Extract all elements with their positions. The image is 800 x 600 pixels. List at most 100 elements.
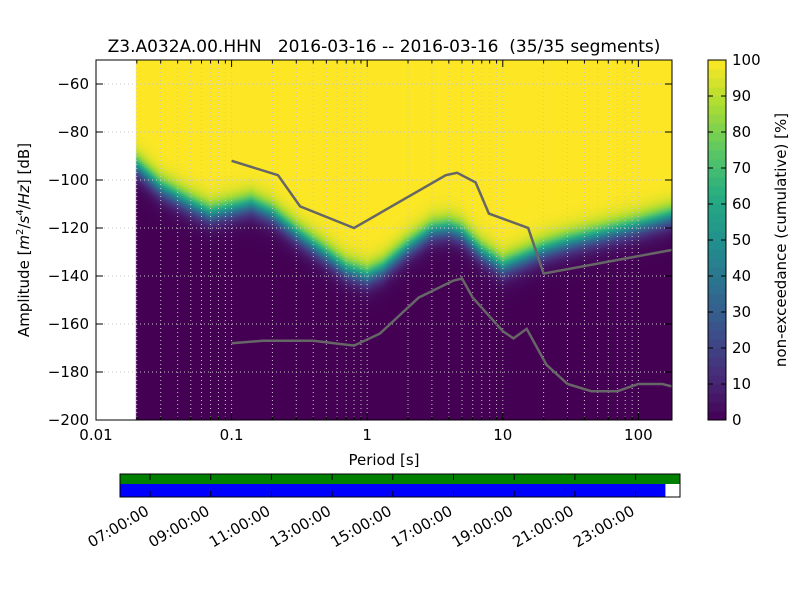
timeline-tick-label: 21:00:00 (510, 502, 577, 551)
y-tick-label: −60 (57, 75, 89, 93)
colorbar-tick-label: 50 (732, 231, 751, 249)
plot-area: 0.01 0.1 1 10 100 −60 −80 −100 −120 −140 −160 −180… (48, 59, 673, 444)
colorbar-band (708, 384, 726, 394)
x-tick-label: 10 (493, 426, 512, 444)
colorbar-band (708, 132, 726, 142)
y-label-exp-2: 2 (15, 229, 26, 235)
colorbar-band (708, 114, 726, 124)
psd-heatmap (96, 60, 672, 420)
colorbar-band (708, 141, 726, 151)
y-tick-label: −160 (48, 315, 89, 333)
colorbar-band (708, 150, 726, 160)
colorbar-tick-label: 0 (732, 411, 742, 429)
colorbar-band (708, 393, 726, 403)
timeline-tick-label: 19:00:00 (449, 502, 516, 551)
y-label-unit-m: m (15, 235, 33, 250)
colorbar-tick-label: 70 (732, 159, 751, 177)
timeline-tick-label: 15:00:00 (327, 502, 394, 551)
timeline-tick-label: 09:00:00 (145, 502, 212, 551)
colorbar-band (708, 294, 726, 304)
y-label-unit-s: s (15, 216, 33, 224)
colorbar-band (708, 231, 726, 241)
colorbar-band (708, 87, 726, 97)
colorbar-band (708, 375, 726, 385)
processed-bar (120, 484, 666, 497)
colorbar-band (708, 249, 726, 259)
colorbar-band (708, 330, 726, 340)
timeline-tick-label: 23:00:00 (570, 502, 637, 551)
colorbar-band (708, 240, 726, 250)
colorbar-band (708, 213, 726, 223)
colorbar-band (708, 177, 726, 187)
colorbar-band (708, 195, 726, 205)
colorbar-band (708, 366, 726, 376)
colorbar-band (708, 60, 726, 70)
colorbar-tick-label: 60 (732, 195, 751, 213)
colorbar-band (708, 303, 726, 313)
y-tick-label: −100 (48, 171, 89, 189)
colorbar-band (708, 267, 726, 277)
grid-lines (96, 60, 672, 420)
timeline-tick-label: 07:00:00 (85, 502, 152, 551)
colorbar-band (708, 312, 726, 322)
timeline-tick-label: 17:00:00 (388, 502, 455, 551)
colorbar-band (708, 204, 726, 214)
colorbar-tick-label: 10 (732, 375, 751, 393)
nlnm-model-line (231, 276, 672, 393)
chart-title: Z3.A032A.00.HHN 2016-03-16 -- 2016-03-16… (108, 37, 661, 57)
colorbar-band (708, 105, 726, 115)
plot-frame (95, 59, 673, 421)
y-label-slash-1: / (15, 223, 33, 229)
x-tick-label: 1 (362, 426, 372, 444)
colorbar-band (708, 222, 726, 232)
colorbar-band (708, 78, 726, 88)
nhnm-model-line (231, 159, 672, 276)
y-tick-label: −200 (48, 411, 89, 429)
colorbar-band (708, 96, 726, 106)
y-label-prefix: Amplitude [ (15, 250, 33, 338)
colorbar-band (708, 411, 726, 421)
y-axis-ticks: −60 −80 −100 −120 −140 −160 −180 −200 (48, 75, 672, 429)
colorbar-band (708, 357, 726, 367)
heatmap-image (96, 60, 672, 420)
y-tick-label: −120 (48, 219, 89, 237)
x-tick-label: 0.1 (220, 426, 244, 444)
colorbar-ticks: 0 10 20 30 40 50 60 70 80 90 100 (708, 51, 761, 429)
colorbar-band (708, 276, 726, 286)
timeline-tick-label: 13:00:00 (267, 502, 334, 551)
x-axis-ticks: 0.01 0.1 1 10 100 (79, 60, 653, 444)
colorbar-band (708, 348, 726, 358)
colorbar-band (708, 285, 726, 295)
colorbar-bands (708, 60, 726, 421)
y-label-suffix: ] [dB] (15, 143, 33, 185)
y-label-unit-hz: Hz (15, 184, 33, 204)
y-tick-label: −180 (48, 363, 89, 381)
y-label-exp-4: 4 (15, 209, 26, 215)
timeline-tick-label: 11:00:00 (206, 502, 273, 551)
colorbar-band (708, 159, 726, 169)
colorbar-band (708, 339, 726, 349)
y-tick-label: −80 (57, 123, 89, 141)
x-tick-label: 100 (624, 426, 653, 444)
timeline-frame (119, 473, 681, 498)
colorbar: 0 10 20 30 40 50 60 70 80 90 100 non-exceedance (c… (707, 51, 790, 429)
y-axis-label: Amplitude [m2/s4/Hz] [dB] (15, 143, 33, 337)
colorbar-tick-label: 30 (732, 303, 751, 321)
y-label-slash-2: / (15, 203, 33, 209)
colorbar-band (708, 168, 726, 178)
colorbar-band (708, 123, 726, 133)
colorbar-tick-label: 90 (732, 87, 751, 105)
colorbar-band (708, 186, 726, 196)
colorbar-band (708, 402, 726, 412)
x-axis-label: Period [s] (348, 451, 419, 469)
timeline: 07:00:0009:00:0011:00:0013:00:0015:00:00… (85, 473, 681, 551)
colorbar-band (708, 69, 726, 79)
colorbar-tick-label: 40 (732, 267, 751, 285)
colorbar-tick-label: 80 (732, 123, 751, 141)
colorbar-band (708, 258, 726, 268)
colorbar-label: non-exceedance (cumulative) [%] (772, 113, 790, 367)
colorbar-tick-label: 100 (732, 51, 761, 69)
x-tick-label: 0.01 (79, 426, 112, 444)
coverage-bar (120, 474, 680, 484)
